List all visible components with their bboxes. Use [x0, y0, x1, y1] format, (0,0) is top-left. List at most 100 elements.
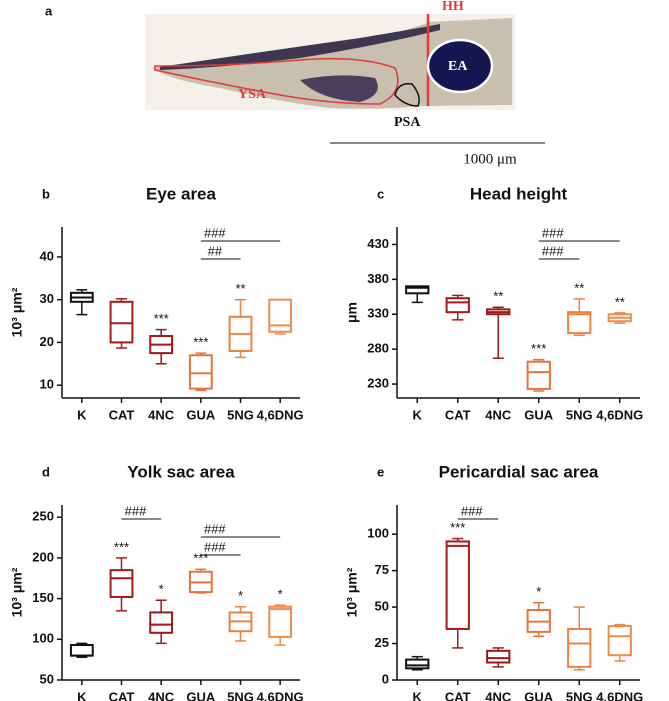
y-tick-label: 0: [382, 671, 389, 686]
panel-label: a: [45, 3, 53, 18]
bracket-label: ###: [204, 521, 226, 536]
chart-title: Eye area: [146, 184, 216, 203]
annotation-psa: PSA: [394, 115, 421, 130]
bracket-label: ##: [208, 243, 223, 258]
significance: **: [615, 294, 625, 309]
significance: **: [493, 289, 503, 304]
x-tick-label: GUA: [524, 689, 554, 701]
y-tick-label: 20: [40, 334, 54, 349]
y-axis-label: 10³ μm²: [9, 567, 25, 617]
y-tick-label: 100: [32, 631, 54, 646]
panel-label: b: [42, 186, 50, 201]
y-axis-label: 10³ μm²: [9, 287, 25, 337]
box: [486, 649, 511, 664]
x-tick-label: CAT: [109, 689, 135, 701]
panel-label: e: [377, 464, 384, 479]
larva-body: [152, 18, 512, 109]
y-tick-label: 150: [32, 590, 54, 605]
chart-title: Yolk sac area: [127, 462, 235, 481]
y-tick-label: 430: [367, 236, 389, 251]
y-tick-label: 75: [375, 562, 389, 577]
box: [109, 569, 134, 598]
bracket-label: ###: [542, 243, 564, 258]
bracket-label: ###: [542, 225, 564, 240]
annotation-ea: EA: [448, 59, 468, 74]
box: [526, 360, 551, 390]
larva-notochord: [160, 24, 440, 70]
x-tick-label: 4,6DNG: [257, 689, 304, 701]
x-tick-label: GUA: [524, 407, 554, 422]
significance: *: [278, 587, 283, 602]
box: [268, 298, 293, 333]
y-axis-label: μm: [344, 302, 360, 323]
x-tick-label: 4NC: [485, 689, 512, 701]
bracket-label: ###: [461, 503, 483, 518]
y-tick-label: 30: [40, 291, 54, 306]
significance: **: [574, 280, 584, 295]
significance: *: [238, 588, 243, 603]
significance: ***: [450, 520, 465, 535]
y-tick-label: 380: [367, 271, 389, 286]
yolk-pigment: [300, 75, 378, 102]
y-tick-label: 25: [375, 635, 389, 650]
box: [109, 300, 134, 344]
significance: *: [159, 582, 164, 597]
y-tick-label: 50: [375, 599, 389, 614]
significance: ***: [193, 335, 208, 350]
x-tick-label: CAT: [445, 689, 471, 701]
box: [607, 625, 632, 657]
significance: ***: [193, 551, 208, 566]
x-tick-label: GUA: [186, 407, 216, 422]
bracket-label: ###: [204, 225, 226, 240]
box: [567, 311, 592, 335]
y-axis-label: 10³ μm²: [344, 567, 360, 617]
box: [405, 285, 430, 295]
panel-label: c: [377, 186, 384, 201]
scale-bar-label: 1000 μm: [463, 151, 517, 167]
yolk-sac-outline: [154, 57, 399, 105]
x-tick-label: K: [413, 407, 423, 422]
significance: **: [235, 281, 245, 296]
x-tick-label: K: [413, 689, 423, 701]
box: [405, 658, 430, 670]
x-tick-label: 4,6DNG: [596, 407, 643, 422]
significance: ***: [114, 539, 129, 554]
x-tick-label: CAT: [109, 407, 135, 422]
x-tick-label: 4NC: [148, 407, 175, 422]
x-tick-label: 4,6DNG: [257, 407, 304, 422]
annotation-hh: HH: [442, 0, 464, 14]
x-tick-label: 4,6DNG: [596, 689, 643, 701]
chart-title: Head height: [470, 184, 568, 203]
y-tick-label: 200: [32, 549, 54, 564]
significance: ***: [154, 311, 169, 326]
pericardial-outline: [394, 82, 420, 107]
bracket-label: ###: [204, 539, 226, 554]
x-tick-label: 4NC: [485, 407, 512, 422]
y-tick-label: 280: [367, 341, 389, 356]
x-tick-label: 5NG: [566, 407, 593, 422]
y-tick-label: 10: [40, 377, 54, 392]
x-tick-label: K: [77, 689, 87, 701]
box: [445, 297, 470, 314]
x-tick-label: K: [77, 407, 87, 422]
significance: ***: [531, 341, 546, 356]
y-tick-label: 330: [367, 306, 389, 321]
y-tick-label: 230: [367, 375, 389, 390]
y-tick-label: 100: [367, 526, 389, 541]
x-tick-label: 4NC: [148, 689, 175, 701]
y-tick-label: 50: [40, 671, 54, 686]
box: [188, 354, 213, 390]
bracket-label: ###: [125, 503, 147, 518]
box: [149, 611, 174, 634]
eye: [426, 38, 494, 94]
box: [445, 540, 470, 630]
chart-title: Pericardial sac area: [439, 462, 599, 481]
x-tick-label: 5NG: [566, 689, 593, 701]
x-tick-label: CAT: [445, 407, 471, 422]
box: [567, 627, 592, 668]
x-tick-label: 5NG: [227, 407, 254, 422]
annotation-ysa: YSA: [238, 87, 267, 102]
larva-image: HH EA YSA PSA: [145, 0, 515, 130]
y-tick-label: 40: [40, 248, 54, 263]
